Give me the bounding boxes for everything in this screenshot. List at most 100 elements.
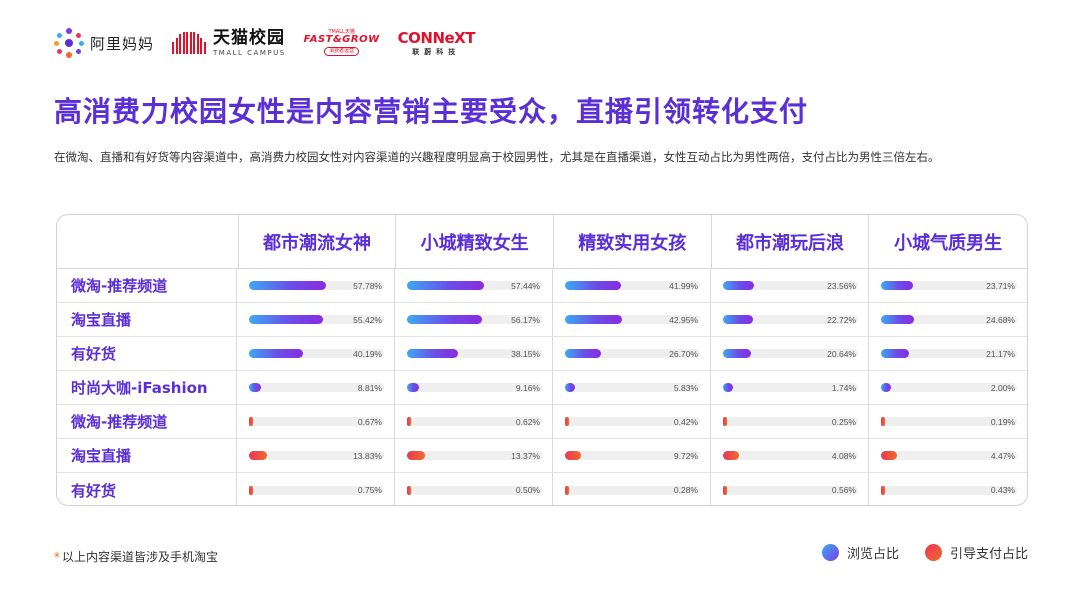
pay-bar bbox=[565, 451, 581, 460]
data-label: 23.71% bbox=[986, 280, 1015, 291]
data-cell: 0.62% bbox=[395, 405, 553, 438]
data-cell: 0.28% bbox=[553, 473, 711, 505]
data-cell: 0.50% bbox=[395, 473, 553, 505]
pay-bar bbox=[407, 417, 411, 426]
row-label: 时尚大咖-iFashion bbox=[57, 371, 237, 404]
data-label: 20.64% bbox=[827, 348, 856, 359]
data-label: 0.62% bbox=[515, 416, 540, 427]
data-cell: 13.83% bbox=[237, 439, 395, 472]
table-row: 微淘-推荐频道 0.67% 0.62% 0.42% 0.25% 0.19% bbox=[57, 405, 1027, 439]
browse-bar bbox=[565, 281, 621, 290]
footnote-text: 以上内容渠道皆涉及手机淘宝 bbox=[62, 550, 219, 564]
data-label: 0.42% bbox=[673, 416, 698, 427]
row-label: 微淘-推荐频道 bbox=[57, 269, 237, 302]
table-body: 微淘-推荐频道 57.78% 57.44% 41.99% 23.56% 23.71% 淘宝直… bbox=[57, 269, 1027, 505]
row-label: 有好货 bbox=[57, 337, 237, 370]
column-header: 小城精致女生 bbox=[396, 215, 554, 268]
column-header: 都市潮玩后浪 bbox=[712, 215, 870, 268]
pay-bar bbox=[881, 417, 885, 426]
browse-bar bbox=[881, 349, 910, 358]
pay-bar bbox=[723, 485, 727, 495]
row-label: 微淘-推荐频道 bbox=[57, 405, 237, 438]
bar-track: 0.43% bbox=[881, 485, 1017, 495]
bar-track: 13.83% bbox=[249, 451, 384, 461]
browse-bar bbox=[249, 315, 323, 324]
table-row: 微淘-推荐频道 57.78% 57.44% 41.99% 23.56% 23.71% bbox=[57, 269, 1027, 303]
bar-track: 0.25% bbox=[723, 416, 858, 427]
data-label: 5.83% bbox=[673, 382, 698, 393]
legend-label-browse: 浏览占比 bbox=[846, 547, 899, 562]
data-cell: 13.37% bbox=[395, 439, 553, 472]
pay-dot-icon bbox=[924, 544, 942, 561]
pay-bar bbox=[249, 417, 253, 426]
data-label: 13.37% bbox=[511, 450, 540, 461]
column-header: 精致实用女孩 bbox=[554, 215, 712, 268]
table-row: 时尚大咖-iFashion 8.81% 9.16% 5.83% 1.74% 2.00% bbox=[57, 371, 1027, 405]
row-label: 有好货 bbox=[57, 473, 237, 505]
browse-bar bbox=[249, 281, 326, 290]
data-label: 22.72% bbox=[827, 314, 856, 325]
bar-track: 42.95% bbox=[565, 315, 700, 325]
data-label: 0.43% bbox=[990, 485, 1015, 495]
bar-track: 38.15% bbox=[407, 349, 542, 359]
browse-bar bbox=[565, 383, 575, 392]
bar-track: 23.71% bbox=[881, 280, 1017, 291]
data-label: 2.00% bbox=[990, 382, 1015, 393]
data-cell: 42.95% bbox=[553, 303, 711, 336]
table-corner bbox=[57, 215, 239, 268]
fast-grow-tag: 消费者运营 bbox=[324, 47, 360, 56]
column-header: 都市潮流女神 bbox=[239, 215, 397, 268]
data-label: 0.19% bbox=[990, 416, 1015, 427]
data-cell: 1.74% bbox=[711, 371, 869, 404]
fast-grow-top: TMALL天猫 bbox=[328, 29, 355, 35]
data-cell: 4.08% bbox=[711, 439, 869, 472]
table-row: 有好货 0.75% 0.50% 0.28% 0.56% 0.43% bbox=[57, 473, 1027, 505]
data-cell: 26.70% bbox=[553, 337, 711, 370]
pay-bar bbox=[723, 417, 727, 426]
bar-track: 5.83% bbox=[565, 382, 700, 393]
logo-bar: 阿里妈妈 天猫校园 TMALL CAMPUS TMALL天猫 FAST&GROW… bbox=[54, 26, 493, 60]
data-label: 0.28% bbox=[673, 485, 698, 495]
pay-bar bbox=[249, 485, 253, 495]
pay-bar bbox=[407, 451, 425, 460]
legend-item-browse: 浏览占比 bbox=[821, 543, 899, 562]
table-row: 淘宝直播 13.83% 13.37% 9.72% 4.08% 4.47% bbox=[57, 439, 1027, 473]
browse-bar bbox=[723, 315, 754, 324]
pay-bar bbox=[407, 485, 411, 495]
browse-bar bbox=[249, 383, 261, 392]
bar-track: 2.00% bbox=[881, 382, 1017, 393]
data-label: 40.19% bbox=[353, 348, 382, 359]
data-label: 0.25% bbox=[831, 416, 856, 427]
browse-bar bbox=[723, 281, 755, 290]
data-label: 0.75% bbox=[357, 485, 382, 495]
data-label: 21.17% bbox=[986, 348, 1015, 359]
data-label: 1.74% bbox=[831, 382, 856, 393]
tmall-bars-icon bbox=[172, 32, 207, 54]
table-header: 都市潮流女神 小城精致女生 精致实用女孩 都市潮玩后浪 小城气质男生 bbox=[57, 215, 1027, 269]
data-cell: 0.56% bbox=[711, 473, 869, 505]
data-cell: 57.78% bbox=[237, 269, 395, 302]
data-cell: 0.67% bbox=[237, 405, 395, 438]
data-label: 55.42% bbox=[353, 314, 382, 325]
data-cell: 4.47% bbox=[869, 439, 1027, 472]
pay-bar bbox=[881, 485, 885, 495]
data-label: 8.81% bbox=[357, 382, 382, 393]
data-cell: 57.44% bbox=[395, 269, 553, 302]
bar-track: 20.64% bbox=[723, 348, 858, 359]
connext-wordmark: CONNeXT bbox=[397, 28, 476, 47]
table-row: 淘宝直播 55.42% 56.17% 42.95% 22.72% 24.68% bbox=[57, 303, 1027, 337]
row-label: 淘宝直播 bbox=[57, 439, 237, 472]
browse-bar bbox=[723, 349, 751, 358]
bar-track: 55.42% bbox=[249, 314, 384, 325]
data-cell: 9.16% bbox=[395, 371, 553, 404]
browse-bar bbox=[407, 315, 482, 324]
browse-bar bbox=[407, 349, 458, 358]
data-label: 24.68% bbox=[986, 314, 1015, 325]
data-cell: 5.83% bbox=[553, 371, 711, 404]
data-cell: 0.19% bbox=[869, 405, 1027, 438]
bar-track: 4.08% bbox=[723, 451, 858, 461]
legend: 浏览占比 引导支付占比 bbox=[796, 543, 1028, 562]
browse-bar bbox=[723, 383, 733, 392]
data-label: 41.99% bbox=[669, 280, 698, 291]
pay-bar bbox=[723, 451, 739, 460]
